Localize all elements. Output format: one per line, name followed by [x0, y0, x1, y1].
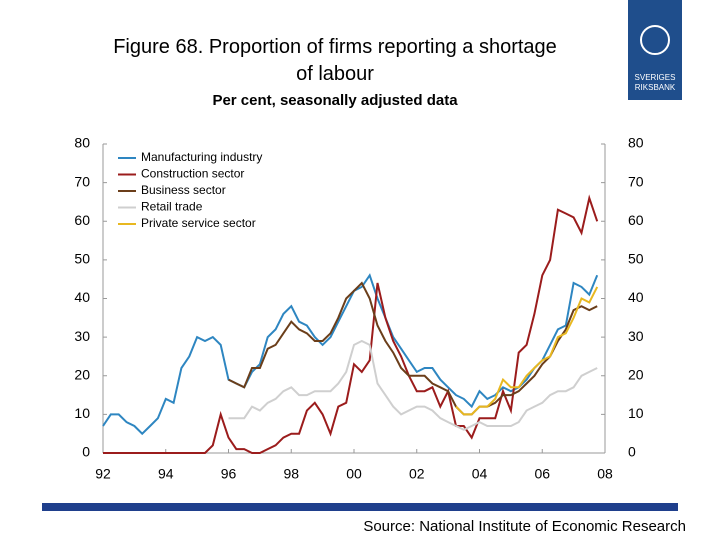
y2-tick-label: 40: [628, 289, 644, 305]
legend-label: Private service sector: [141, 216, 256, 230]
legend-label: Business sector: [141, 183, 226, 197]
x-tick-label: 02: [409, 466, 425, 482]
chart-title: Figure 68. Proportion of firms reporting…: [113, 36, 557, 85]
logo: SVERIGES RIKSBANK: [628, 0, 682, 100]
x-tick-label: 96: [221, 466, 237, 482]
y2-tick-label: 30: [628, 328, 644, 344]
legend-label: Manufacturing industry: [141, 150, 262, 164]
y2-tick-label: 60: [628, 212, 644, 228]
legend-label: Retail trade: [141, 200, 203, 214]
series-line: [455, 286, 599, 416]
y-tick-label: 10: [74, 405, 90, 421]
x-tick-label: 04: [472, 466, 488, 482]
y2-tick-label: 10: [628, 405, 644, 421]
footer-bar: [42, 503, 678, 511]
source: Source: National Institute of Economic R…: [363, 518, 686, 535]
chart-subtitle: Per cent, seasonally adjusted data: [212, 92, 458, 109]
legend-label: Construction sector: [141, 167, 244, 181]
series-line: [103, 194, 599, 454]
logo-text: RIKSBANK: [635, 83, 676, 92]
y-tick-label: 20: [74, 366, 90, 382]
logo-emblem: [640, 25, 670, 55]
x-tick-label: 06: [534, 466, 550, 482]
y-tick-label: 80: [74, 135, 90, 151]
y2-tick-label: 70: [628, 173, 644, 189]
x-tick-label: 08: [597, 466, 613, 482]
y-tick-label: 0: [82, 444, 90, 460]
series-line: [102, 273, 599, 436]
y2-tick-label: 80: [628, 135, 644, 151]
y-tick-label: 60: [74, 212, 90, 228]
y-tick-label: 50: [74, 251, 90, 267]
y2-tick-label: 50: [628, 251, 644, 267]
logo-background: [628, 0, 682, 100]
series-line: [228, 339, 598, 431]
x-tick-label: 00: [346, 466, 362, 482]
y-tick-label: 30: [74, 328, 90, 344]
logo-text: SVERIGES: [635, 73, 676, 82]
y2-tick-label: 20: [628, 366, 644, 382]
x-tick-label: 98: [283, 466, 299, 482]
series-line: [228, 281, 598, 416]
x-tick-label: 92: [95, 466, 111, 482]
y2-tick-label: 0: [628, 444, 636, 460]
x-tick-label: 94: [158, 466, 174, 482]
y-tick-label: 40: [74, 289, 90, 305]
y-tick-label: 70: [74, 173, 90, 189]
